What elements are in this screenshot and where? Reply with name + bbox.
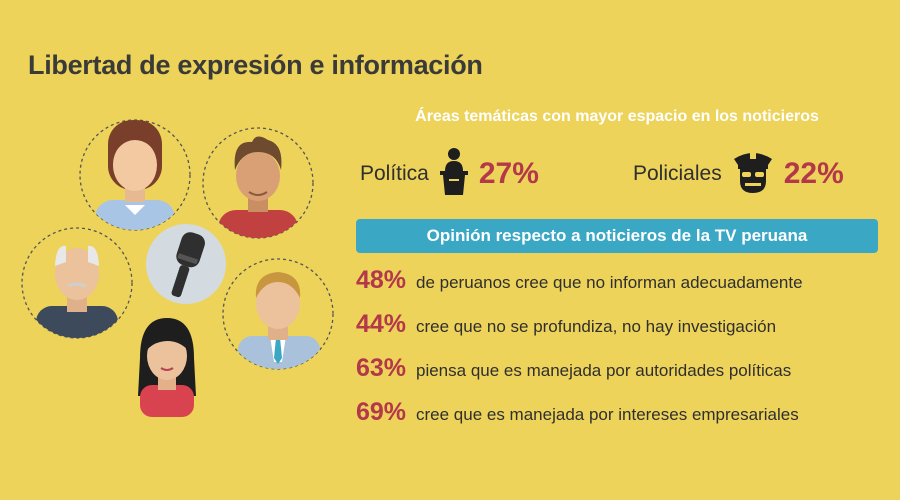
people-illustration bbox=[0, 0, 340, 500]
topic-policiales: Policiales 22% bbox=[633, 146, 844, 202]
man-in-suit-avatar-icon bbox=[222, 258, 334, 370]
young-man-avatar-icon bbox=[202, 127, 314, 239]
podium-speaker-icon bbox=[437, 147, 471, 202]
stat-percentage: 44% bbox=[356, 310, 407, 338]
stat-percentage: 63% bbox=[356, 354, 407, 382]
opinion-stat-item: 63% piensa que es manejada por autoridad… bbox=[356, 354, 886, 398]
topic-label: Policiales bbox=[633, 162, 722, 185]
police-officer-icon bbox=[730, 147, 776, 202]
older-man-avatar-icon bbox=[21, 227, 133, 339]
topic-politica: Política 27% bbox=[360, 146, 539, 202]
topic-percentage: 22% bbox=[783, 157, 844, 190]
topics-heading: Áreas temáticas con mayor espacio en los… bbox=[415, 108, 819, 125]
stat-description: cree que es manejada por intereses empre… bbox=[416, 405, 799, 424]
stat-percentage: 48% bbox=[356, 266, 407, 294]
stat-percentage: 69% bbox=[356, 398, 407, 426]
woman-avatar-icon bbox=[79, 119, 191, 231]
opinion-stats-list: 48% de peruanos cree que no informan ade… bbox=[356, 266, 886, 442]
topic-percentage: 27% bbox=[478, 157, 539, 190]
topic-label: Política bbox=[360, 162, 429, 185]
opinion-stat-item: 44% cree que no se profundiza, no hay in… bbox=[356, 310, 886, 354]
opinion-stat-item: 48% de peruanos cree que no informan ade… bbox=[356, 266, 886, 310]
dark-haired-woman-avatar-icon bbox=[138, 318, 196, 417]
stat-description: de peruanos cree que no informan adecuad… bbox=[416, 273, 803, 292]
stat-description: cree que no se profundiza, no hay invest… bbox=[416, 317, 777, 336]
opinion-banner: Opinión respecto a noticieros de la TV p… bbox=[356, 219, 878, 253]
stat-description: piensa que es manejada por autoridades p… bbox=[416, 361, 792, 380]
microphone-icon bbox=[146, 224, 226, 304]
opinion-stat-item: 69% cree que es manejada por intereses e… bbox=[356, 398, 886, 442]
page-title: Libertad de expresión e información bbox=[28, 50, 483, 80]
